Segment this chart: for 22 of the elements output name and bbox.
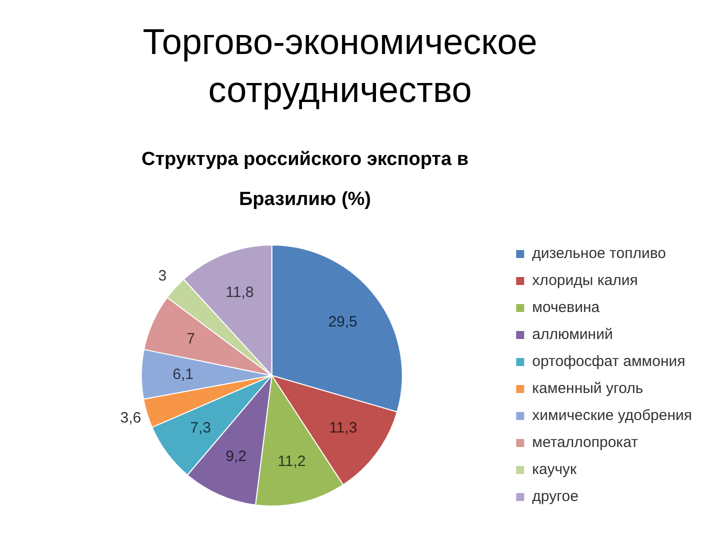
legend-label: ортофосфат аммония <box>532 353 686 370</box>
legend-label: металлопрокат <box>532 434 638 452</box>
legend-label: каучук <box>532 461 578 478</box>
data-label: 7,3 <box>190 419 211 436</box>
legend-label: дизельное топливо <box>532 245 666 262</box>
chart-subtitle: Структура российского экспорта в Бразилию (%) <box>140 148 470 212</box>
chart-title: Торгово-экономическое сотрудничество <box>142 20 538 112</box>
legend-label: химические удобрения <box>532 407 692 424</box>
data-label: 29,5 <box>328 313 358 330</box>
data-label: 3 <box>158 268 167 285</box>
legend-label: каменный уголь <box>532 380 644 398</box>
data-label: 9,2 <box>226 448 247 465</box>
data-label: 11,3 <box>329 419 358 436</box>
data-label: 3,6 <box>120 410 142 427</box>
legend-label: аллюминий <box>532 326 613 344</box>
data-label: 11,2 <box>278 453 306 470</box>
legend-label: хлориды калия <box>532 272 638 290</box>
data-label: 7 <box>186 330 196 348</box>
data-label: 11,8 <box>226 284 254 301</box>
legend-label: мочевина <box>532 299 600 316</box>
data-label: 6,1 <box>172 366 194 383</box>
legend-label: другое <box>532 488 578 506</box>
